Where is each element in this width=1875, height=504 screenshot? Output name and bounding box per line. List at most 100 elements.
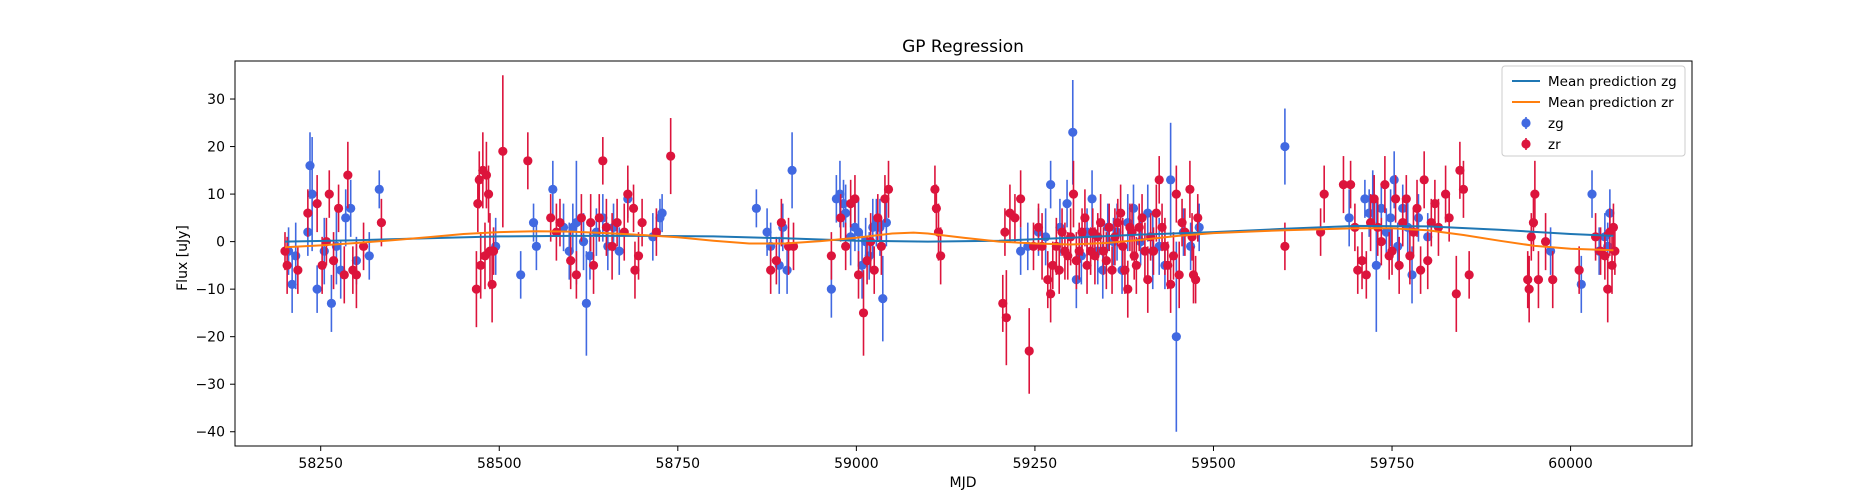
data-point-zg	[1344, 213, 1354, 223]
data-point-zg	[364, 251, 374, 261]
data-point-zr	[1540, 237, 1551, 247]
data-point-zg	[1166, 175, 1176, 185]
data-point-zr	[1398, 218, 1408, 228]
data-point-zr	[1046, 289, 1056, 299]
data-point-zg	[1136, 237, 1146, 247]
data-point-zg	[881, 218, 891, 228]
data-point-zr	[1530, 189, 1540, 199]
data-point-zr	[1357, 256, 1367, 266]
data-point-zg	[581, 298, 591, 309]
data-point-zr	[1166, 279, 1176, 289]
data-point-zr	[1526, 232, 1536, 242]
data-point-zr	[1107, 265, 1117, 275]
data-point-zr	[1366, 218, 1376, 228]
data-point-zr	[766, 265, 776, 275]
data-point-zr	[358, 241, 369, 251]
data-point-zr	[880, 194, 890, 204]
x-axis-label: MJD	[950, 475, 977, 491]
legend-swatch-marker	[1521, 139, 1531, 149]
data-point-zg	[585, 251, 595, 261]
data-point-zr	[1533, 275, 1544, 285]
data-point-zg	[878, 294, 888, 304]
data-point-zg	[1389, 175, 1399, 185]
data-point-zr	[571, 270, 581, 280]
data-point-zr	[303, 208, 313, 218]
data-point-zr	[1415, 265, 1426, 275]
data-point-zg	[1128, 203, 1139, 213]
data-point-zr	[1151, 208, 1161, 218]
data-point-zg	[1587, 189, 1597, 199]
data-point-zr	[873, 213, 883, 223]
data-point-zr	[324, 189, 334, 199]
x-tick-label: 59000	[834, 456, 879, 472]
data-point-zr	[317, 260, 327, 270]
data-point-zr	[931, 203, 941, 213]
data-point-zr	[1419, 175, 1429, 185]
data-point-zr	[293, 265, 303, 275]
data-point-zr	[1346, 179, 1356, 190]
data-point-zr	[1405, 251, 1415, 261]
data-point-zg	[578, 237, 589, 247]
y-tick-label: 20	[207, 140, 225, 156]
data-point-zg	[1360, 194, 1370, 204]
data-point-zr	[630, 265, 640, 275]
data-point-zr	[1137, 213, 1147, 223]
data-point-zg	[787, 165, 797, 175]
data-point-zg	[305, 160, 315, 171]
data-point-zr	[862, 256, 872, 266]
data-point-zr	[1361, 270, 1371, 280]
data-point-zg	[762, 227, 772, 237]
data-point-zr	[1524, 284, 1534, 294]
data-point-zr	[1430, 198, 1440, 209]
data-point-zg	[1280, 141, 1290, 152]
data-point-zr	[1458, 184, 1469, 194]
data-point-zg	[1016, 246, 1026, 256]
data-point-zr	[1603, 284, 1613, 294]
data-point-zr	[858, 308, 869, 318]
data-point-zg	[1171, 332, 1181, 342]
legend: Mean prediction zg Mean prediction zr zg zr	[1501, 65, 1686, 157]
data-point-zg	[853, 227, 864, 237]
data-point-zr	[1391, 194, 1401, 204]
line-mean-prediction-zg	[284, 224, 1614, 243]
data-point-zr	[1369, 194, 1379, 204]
data-point-zg	[531, 241, 541, 251]
data-point-zr	[1068, 189, 1079, 199]
data-point-zr	[1104, 222, 1114, 232]
data-point-zr	[936, 251, 946, 261]
data-point-zr	[1174, 270, 1184, 280]
data-point-zr	[1082, 260, 1092, 270]
legend-label: zr	[1548, 137, 1561, 153]
data-point-zr	[637, 218, 647, 228]
x-tick-label: 58750	[656, 456, 701, 472]
x-tick-label: 59750	[1370, 456, 1415, 472]
legend-label: zg	[1548, 116, 1564, 132]
data-point-zg	[319, 246, 329, 256]
data-point-zr	[498, 146, 508, 156]
data-point-zr	[328, 256, 339, 266]
data-point-zg	[307, 189, 317, 199]
data-point-zr	[1193, 213, 1203, 223]
data-point-zr	[555, 218, 565, 228]
data-point-zr	[586, 218, 596, 228]
data-point-zr	[883, 184, 894, 194]
data-point-zr	[312, 198, 322, 209]
data-point-zr	[487, 279, 497, 289]
data-point-zr	[1387, 246, 1397, 256]
data-point-zg	[1364, 208, 1374, 218]
x-tick-label: 58500	[477, 456, 522, 472]
data-point-zr	[1131, 260, 1141, 270]
data-point-zr	[771, 256, 781, 266]
data-point-zr	[1464, 270, 1474, 280]
data-point-zr	[1523, 275, 1533, 285]
data-point-zr	[1000, 227, 1010, 237]
data-point-zr	[333, 203, 344, 213]
data-point-zr	[1423, 256, 1433, 266]
x-tick-label: 58250	[298, 456, 343, 472]
data-point-zr	[876, 241, 886, 251]
data-point-zr	[1426, 218, 1436, 228]
data-point-zr	[1548, 275, 1558, 285]
data-point-zr	[1280, 241, 1290, 251]
data-point-zr	[1590, 232, 1601, 242]
data-point-zr	[651, 227, 661, 237]
